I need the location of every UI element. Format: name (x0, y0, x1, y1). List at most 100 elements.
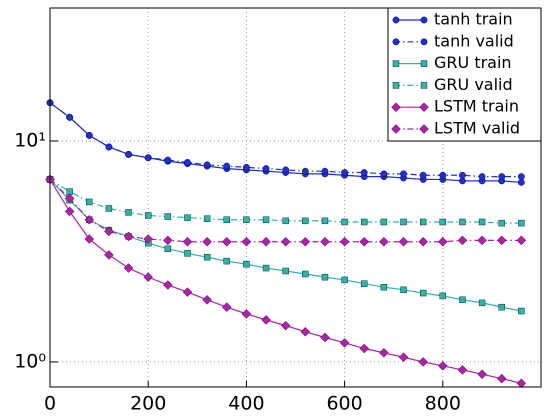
marker (517, 178, 525, 186)
marker (518, 219, 525, 227)
marker (341, 169, 348, 176)
marker (223, 216, 230, 223)
marker (241, 236, 252, 247)
marker (341, 218, 348, 226)
marker (241, 309, 252, 319)
marker (400, 286, 407, 294)
marker (517, 173, 525, 181)
marker (420, 82, 428, 89)
marker (457, 365, 468, 375)
marker (359, 343, 370, 354)
x-tick-label: 600 (326, 393, 362, 415)
y-tick-label: 10⁰ (14, 350, 46, 372)
marker (163, 280, 173, 290)
marker (282, 267, 289, 275)
marker (400, 218, 407, 226)
marker (261, 236, 271, 247)
marker (143, 234, 153, 244)
marker (64, 193, 75, 204)
legend-label: tanh valid (434, 31, 514, 50)
marker (242, 163, 250, 171)
marker (392, 82, 400, 89)
marker (361, 218, 368, 226)
marker (184, 250, 191, 257)
legend-label: tanh train (434, 10, 513, 29)
marker (518, 307, 525, 315)
marker (320, 332, 330, 343)
marker (261, 315, 271, 325)
marker (498, 173, 506, 181)
marker (360, 169, 368, 176)
marker (301, 167, 309, 175)
marker (459, 218, 466, 226)
marker (498, 219, 505, 227)
marker (203, 161, 211, 169)
marker (104, 250, 114, 260)
marker (85, 132, 93, 139)
plot-series (45, 99, 527, 389)
marker (321, 217, 329, 225)
marker (477, 369, 487, 379)
marker (398, 352, 409, 363)
marker (262, 216, 270, 223)
marker (163, 235, 173, 246)
marker (439, 171, 447, 179)
marker (243, 260, 250, 268)
legend-label: GRU valid (434, 75, 513, 94)
marker (223, 257, 230, 265)
marker (164, 245, 172, 253)
marker (438, 236, 448, 247)
marker (478, 299, 486, 307)
marker (516, 378, 527, 389)
marker (420, 16, 428, 24)
marker (438, 361, 448, 371)
marker (321, 273, 329, 281)
legend-box (387, 7, 542, 142)
marker (182, 287, 193, 297)
marker (221, 302, 232, 312)
marker (302, 270, 309, 278)
marker (184, 214, 191, 221)
marker (398, 236, 409, 247)
marker (280, 320, 291, 331)
marker (203, 253, 211, 261)
marker (341, 276, 348, 284)
plot-frame (49, 7, 542, 388)
marker (86, 198, 93, 206)
marker (202, 295, 212, 305)
marker (302, 217, 309, 225)
marker (392, 16, 400, 24)
marker (419, 102, 429, 112)
marker (125, 150, 132, 158)
marker (419, 171, 427, 179)
marker (478, 218, 486, 226)
marker (419, 289, 427, 297)
marker (84, 234, 95, 244)
marker (420, 60, 428, 67)
marker (380, 283, 388, 291)
marker (164, 213, 172, 220)
y-tick-label: 10¹ (14, 130, 46, 152)
marker (223, 162, 231, 170)
marker (391, 102, 401, 112)
legend-label: LSTM train (434, 97, 519, 116)
marker (262, 264, 270, 272)
marker (300, 236, 311, 247)
marker (392, 38, 400, 46)
marker (496, 373, 507, 384)
marker (379, 347, 389, 358)
marker (221, 236, 232, 247)
x-tick-label: 200 (130, 393, 166, 415)
marker (380, 170, 388, 178)
marker (419, 124, 429, 134)
marker (457, 235, 468, 246)
marker (439, 292, 446, 300)
marker (123, 231, 134, 242)
marker (420, 38, 428, 46)
marker (498, 303, 505, 311)
marker (105, 205, 113, 212)
marker (105, 143, 113, 151)
marker (321, 167, 329, 175)
marker (182, 236, 193, 247)
